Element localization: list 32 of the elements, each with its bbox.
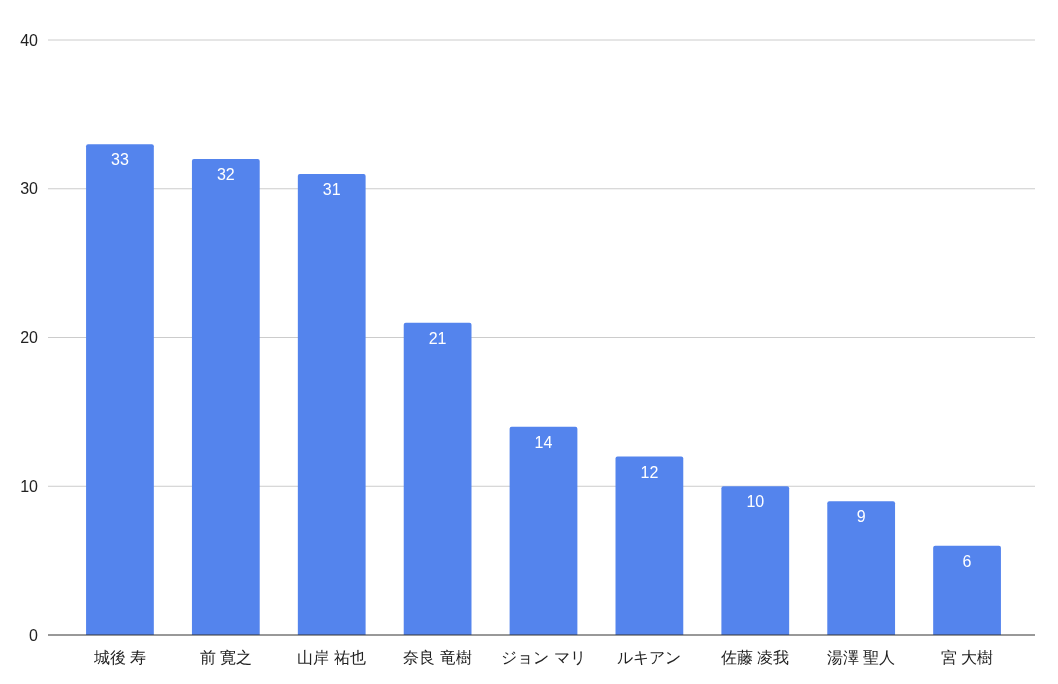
data-label: 31 <box>322 180 341 198</box>
bar <box>827 501 896 635</box>
bar <box>933 545 1001 635</box>
data-label: 12 <box>640 463 659 481</box>
x-tick-label: 奈良 竜樹 <box>403 649 472 666</box>
data-label: 10 <box>746 493 765 511</box>
x-tick-label: 宮 大樹 <box>940 649 994 666</box>
data-label: 21 <box>428 329 447 347</box>
data-label: 33 <box>111 151 129 169</box>
x-tick-label: ジョン マリ <box>501 649 586 666</box>
data-label: 9 <box>856 508 866 526</box>
bar <box>615 456 684 635</box>
x-tick-label: 佐藤 凌我 <box>721 649 790 666</box>
x-tick-label: 城後 寿 <box>92 649 147 666</box>
x-tick-label: 湯澤 聖人 <box>826 649 896 666</box>
bar <box>509 426 578 635</box>
x-tick-label: ルキアン <box>617 649 682 666</box>
y-tick-label: 40 <box>20 31 39 49</box>
x-tick-label: 山岸 祐也 <box>297 649 366 666</box>
bar <box>86 144 154 635</box>
data-label: 32 <box>216 166 235 183</box>
x-tick-label: 前 寛之 <box>199 649 253 666</box>
y-tick-label: 30 <box>20 180 39 198</box>
data-label: 14 <box>534 433 553 451</box>
bar <box>721 486 790 635</box>
bar <box>191 159 260 635</box>
bar <box>297 173 366 635</box>
bar <box>403 322 472 635</box>
data-label: 6 <box>962 552 972 570</box>
y-tick-label: 20 <box>20 329 39 347</box>
y-tick-label: 0 <box>29 626 39 644</box>
y-tick-label: 10 <box>20 477 39 495</box>
